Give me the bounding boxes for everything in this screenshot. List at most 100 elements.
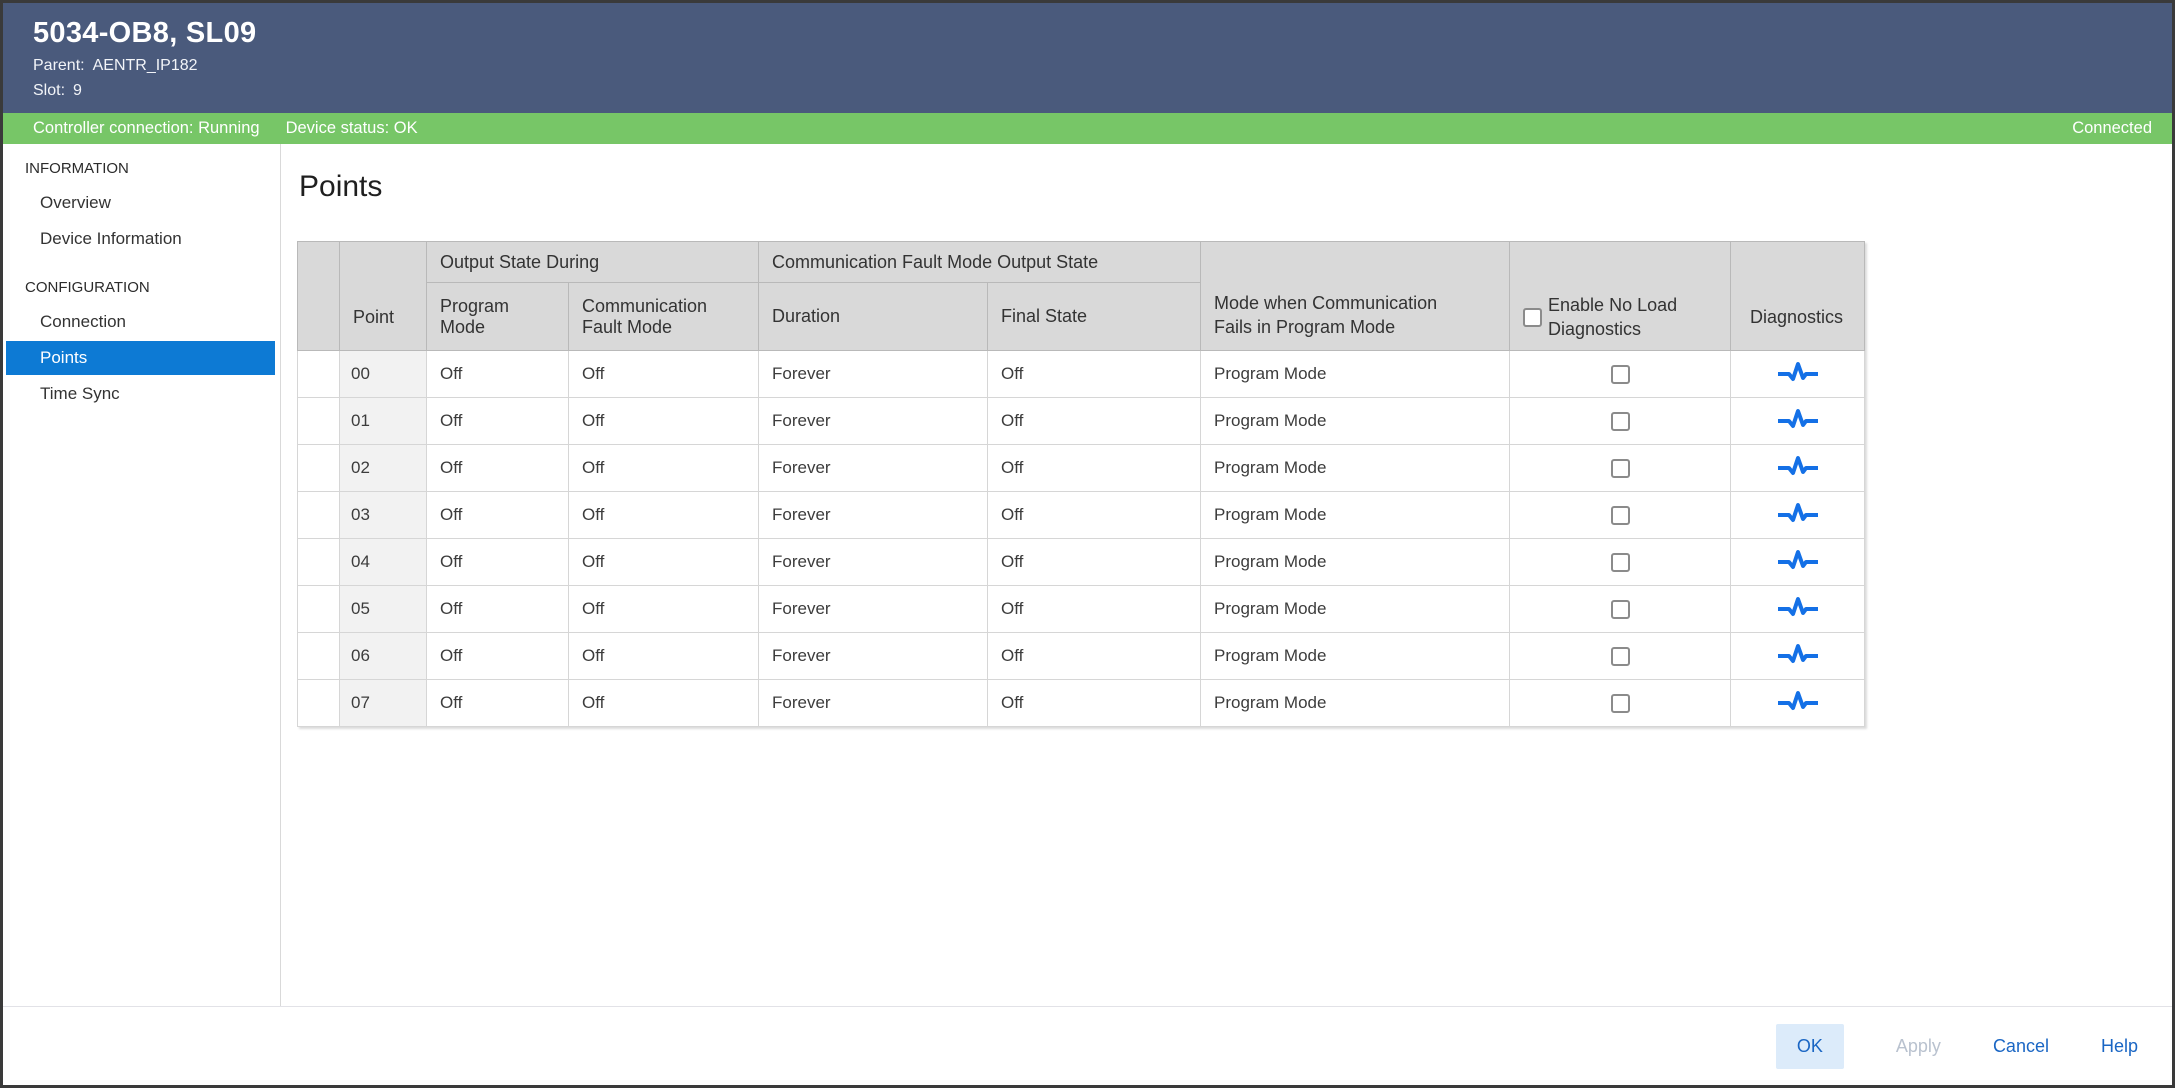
final-state-cell[interactable]: Off xyxy=(986,538,1202,586)
ok-button[interactable]: OK xyxy=(1775,1023,1844,1069)
diagnostics-pulse-icon[interactable] xyxy=(1776,361,1820,387)
duration-cell[interactable]: Forever xyxy=(758,679,988,727)
duration-cell[interactable]: Forever xyxy=(758,397,988,445)
duration-cell[interactable]: Forever xyxy=(758,585,988,633)
sidebar-item-connection[interactable]: Connection xyxy=(40,312,127,331)
diagnostics-cell xyxy=(1730,585,1866,633)
sidebar-section-title: CONFIGURATION xyxy=(25,279,150,296)
communication-fault-mode-cell[interactable]: Off xyxy=(568,350,759,398)
enable-no-load-checkbox[interactable] xyxy=(1610,506,1630,525)
slot-label: Slot: xyxy=(33,82,66,99)
enable-no-load-checkbox[interactable] xyxy=(1610,553,1630,572)
enable-no-load-checkbox[interactable] xyxy=(1610,412,1630,431)
diagnostics-pulse-icon[interactable] xyxy=(1776,408,1820,434)
final-state-cell[interactable]: Off xyxy=(986,350,1202,398)
program-mode-cell[interactable]: Off xyxy=(426,491,569,539)
communication-fault-mode-cell[interactable]: Off xyxy=(568,444,759,492)
sidebar-item-overview[interactable]: Overview xyxy=(40,193,111,212)
mode-when-communication-fails-cell[interactable]: Program Mode xyxy=(1200,632,1511,680)
duration-cell[interactable]: Forever xyxy=(758,632,988,680)
enable-no-load-checkbox[interactable] xyxy=(1610,600,1630,619)
row-selector-cell[interactable] xyxy=(297,491,340,539)
mode-when-communication-fails-cell[interactable]: Program Mode xyxy=(1200,444,1511,492)
row-selector-cell[interactable] xyxy=(297,632,340,680)
program-mode-cell[interactable]: Off xyxy=(426,444,569,492)
sidebar-item-time-sync[interactable]: Time Sync xyxy=(40,384,120,403)
diagnostics-pulse-icon[interactable] xyxy=(1776,502,1820,528)
mode-when-communication-fails-cell[interactable]: Program Mode xyxy=(1200,538,1511,586)
communication-fault-mode-cell[interactable]: Off xyxy=(568,397,759,445)
mode-when-communication-fails-cell[interactable]: Program Mode xyxy=(1200,585,1511,633)
diagnostics-pulse-icon[interactable] xyxy=(1776,549,1820,575)
final-state-cell[interactable]: Off xyxy=(986,632,1202,680)
mode-when-communication-fails-cell[interactable]: Program Mode xyxy=(1200,397,1511,445)
points-table: Point Output State During Communication … xyxy=(297,241,1866,727)
point-column-header: Point xyxy=(339,241,427,351)
output-state-during-group-header: Output State During xyxy=(426,241,759,283)
sidebar-item-device-information[interactable]: Device Information xyxy=(40,229,182,248)
point-cell: 06 xyxy=(339,632,427,680)
points-table-row: 03 Off Off Forever Off Program Mode xyxy=(297,491,1866,539)
enable-no-load-checkbox[interactable] xyxy=(1610,647,1630,666)
communication-fault-mode-cell[interactable]: Off xyxy=(568,679,759,727)
points-table-row: 06 Off Off Forever Off Program Mode xyxy=(297,632,1866,680)
footer-bar: OK Apply Cancel Help xyxy=(3,1006,2172,1085)
program-mode-cell[interactable]: Off xyxy=(426,585,569,633)
communication-fault-mode-cell[interactable]: Off xyxy=(568,632,759,680)
diagnostics-cell xyxy=(1730,679,1866,727)
communication-fault-mode-cell[interactable]: Off xyxy=(568,585,759,633)
program-mode-cell[interactable]: Off xyxy=(426,679,569,727)
row-selector-cell[interactable] xyxy=(297,350,340,398)
comm-fault-output-state-group-header: Communication Fault Mode Output State xyxy=(757,241,1202,283)
enable-no-load-checkbox[interactable] xyxy=(1610,365,1630,384)
final-state-cell[interactable]: Off xyxy=(986,585,1202,633)
connection-state-badge: Connected xyxy=(2072,119,2152,137)
diagnostics-cell xyxy=(1730,350,1866,398)
diagnostics-pulse-icon[interactable] xyxy=(1776,643,1820,669)
points-table-row: 01 Off Off Forever Off Program Mode xyxy=(297,397,1866,445)
sidebar-section-title: INFORMATION xyxy=(25,160,129,177)
slot-row: Slot: 9 xyxy=(33,82,2142,100)
row-selector-cell[interactable] xyxy=(297,397,340,445)
duration-cell[interactable]: Forever xyxy=(758,350,988,398)
communication-fault-mode-cell[interactable]: Off xyxy=(568,538,759,586)
enable-no-load-checkbox[interactable] xyxy=(1610,694,1630,713)
program-mode-column-header: Program Mode xyxy=(426,282,569,351)
final-state-cell[interactable]: Off xyxy=(986,444,1202,492)
row-selector-cell[interactable] xyxy=(297,444,340,492)
sidebar-item-points[interactable]: Points xyxy=(6,341,275,375)
cancel-button[interactable]: Cancel xyxy=(1992,1035,2049,1056)
program-mode-cell[interactable]: Off xyxy=(426,350,569,398)
duration-cell[interactable]: Forever xyxy=(758,538,988,586)
program-mode-cell[interactable]: Off xyxy=(426,632,569,680)
final-state-cell[interactable]: Off xyxy=(986,679,1202,727)
point-cell: 02 xyxy=(339,444,427,492)
diagnostics-pulse-icon[interactable] xyxy=(1776,455,1820,481)
row-selector-cell[interactable] xyxy=(297,585,340,633)
apply-button[interactable]: Apply xyxy=(1895,1035,1941,1056)
program-mode-cell[interactable]: Off xyxy=(426,538,569,586)
communication-fault-mode-cell[interactable]: Off xyxy=(568,491,759,539)
diagnostics-pulse-icon[interactable] xyxy=(1776,596,1820,622)
row-selector-cell[interactable] xyxy=(297,679,340,727)
points-table-row: 02 Off Off Forever Off Program Mode xyxy=(297,444,1866,492)
final-state-column-header: Final State xyxy=(986,282,1202,351)
mode-when-communication-fails-cell[interactable]: Program Mode xyxy=(1200,679,1511,727)
row-selector-cell[interactable] xyxy=(297,538,340,586)
diagnostics-pulse-icon[interactable] xyxy=(1776,690,1820,716)
final-state-cell[interactable]: Off xyxy=(986,397,1202,445)
mode-when-communication-fails-cell[interactable]: Program Mode xyxy=(1200,350,1511,398)
enable-no-load-cell xyxy=(1509,491,1732,539)
point-cell: 05 xyxy=(339,585,427,633)
final-state-cell[interactable]: Off xyxy=(986,491,1202,539)
point-cell: 00 xyxy=(339,350,427,398)
duration-cell[interactable]: Forever xyxy=(758,491,988,539)
enable-no-load-checkbox[interactable] xyxy=(1610,459,1630,478)
program-mode-cell[interactable]: Off xyxy=(426,397,569,445)
enable-no-load-cell xyxy=(1509,444,1732,492)
enable-no-load-all-checkbox[interactable] xyxy=(1523,307,1543,327)
help-button[interactable]: Help xyxy=(2100,1035,2138,1056)
duration-cell[interactable]: Forever xyxy=(758,444,988,492)
row-selector-header xyxy=(297,241,340,351)
mode-when-communication-fails-cell[interactable]: Program Mode xyxy=(1200,491,1511,539)
